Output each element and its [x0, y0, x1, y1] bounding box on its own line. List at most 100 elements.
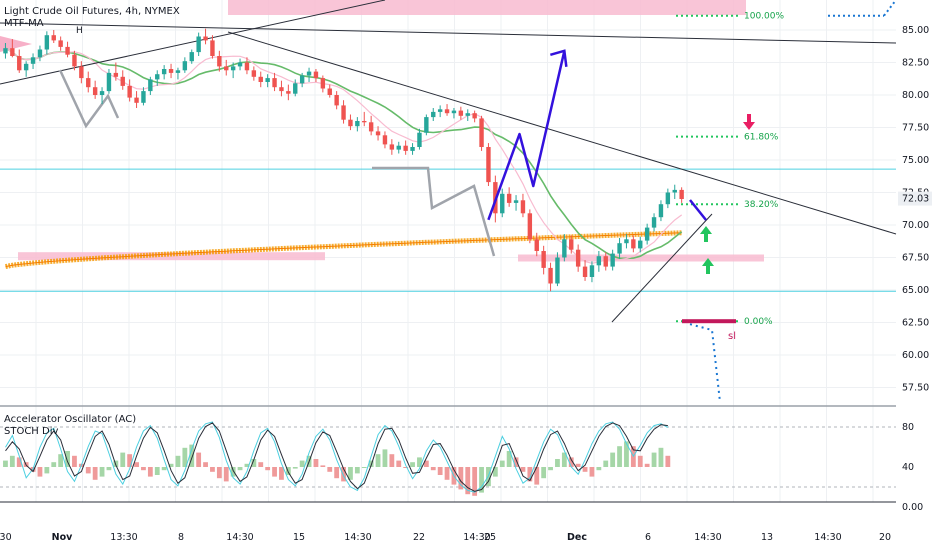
candle-body: [265, 78, 270, 82]
ac-histogram-bar: [479, 467, 484, 493]
candle-body: [596, 256, 602, 266]
candle-body: [382, 135, 388, 145]
ac-histogram-bar: [555, 459, 560, 467]
blue-target-ext: [883, 0, 897, 17]
candle-body: [348, 119, 353, 127]
ac-histogram-bar: [617, 446, 622, 467]
ac-histogram-bar: [258, 462, 264, 467]
candle-body: [37, 49, 43, 58]
ac-histogram-bar: [561, 452, 567, 467]
candle-body: [306, 71, 312, 76]
ac-histogram-bar: [341, 467, 346, 482]
ac-histogram-bar: [624, 441, 629, 467]
candle-body: [244, 62, 250, 71]
ac-histogram-bar: [499, 460, 505, 467]
ac-histogram-bar: [596, 467, 602, 471]
candle-body: [451, 110, 457, 114]
grey-projection-2: [372, 166, 496, 257]
ac-histogram-bar: [589, 467, 595, 477]
ac-histogram-bar: [651, 452, 657, 467]
candle-body: [506, 193, 512, 203]
ac-histogram-bar: [120, 452, 126, 467]
ac-histogram-bar: [568, 457, 574, 467]
ac-histogram-bar: [237, 467, 243, 471]
price-tick-label: 77.50: [902, 123, 929, 134]
price-tick-label: 65.00: [902, 285, 929, 296]
trend-lines: [0, 0, 897, 323]
ac-histogram-bar: [492, 467, 498, 477]
ac-histogram-bar: [189, 444, 195, 467]
candle-body: [320, 78, 326, 89]
ac-histogram-bar: [382, 449, 388, 467]
last-price-label: 72.03: [902, 194, 929, 205]
candle-body: [79, 66, 84, 79]
time-tick-label: 13: [761, 532, 773, 543]
ac-histogram-bar: [265, 467, 271, 471]
ac-histogram-bar: [348, 467, 353, 480]
indicator-label[interactable]: MTF-MA: [4, 18, 44, 29]
candle-body: [417, 132, 422, 147]
ac-histogram-bar: [65, 451, 70, 467]
ac-histogram-bar: [85, 467, 91, 474]
grey-projection-1: [58, 69, 120, 129]
ac-histogram-bar: [147, 467, 153, 477]
candle-body: [486, 147, 491, 183]
ac-histogram-bar: [58, 454, 64, 467]
osc-tick-label: 0.00: [902, 502, 923, 513]
ac-histogram-bar: [472, 467, 478, 496]
ac-histogram-bar: [168, 463, 174, 467]
ac-histogram-bar: [279, 467, 284, 480]
time-tick-label: 25: [484, 532, 496, 543]
fib-level-label: 38.20%: [744, 200, 779, 210]
oscillator-pane: [3, 421, 671, 496]
candle-body: [210, 40, 215, 56]
candle-body: [665, 192, 671, 205]
signal-marks: H: [76, 26, 755, 274]
candle-body: [23, 63, 29, 71]
ac-indicator-label[interactable]: Accelerator Oscillator (AC): [4, 414, 137, 425]
supply-zone: [228, 0, 746, 15]
candle-body: [175, 70, 181, 73]
osc-tick-label: 80: [902, 422, 914, 433]
candle-body: [631, 239, 636, 249]
candle-body: [86, 78, 91, 88]
candle-body: [92, 87, 98, 95]
stoch-indicator-label[interactable]: STOCH Div: [4, 426, 59, 437]
price-tick-label: 57.50: [902, 383, 929, 394]
price-tick-label: 60.00: [902, 350, 929, 361]
ac-histogram-bar: [334, 467, 340, 479]
osc-tick-label: 40: [902, 462, 914, 473]
candle-body: [437, 109, 443, 112]
stop-loss-bar: [682, 319, 736, 324]
candle-body: [161, 69, 167, 75]
candle-body: [127, 85, 132, 98]
ac-histogram-bar: [161, 467, 167, 471]
candle-body: [44, 35, 50, 50]
ac-histogram-bar: [644, 463, 650, 467]
candle-body: [299, 75, 305, 84]
ac-histogram-bar: [603, 460, 609, 467]
ac-histogram-bar: [216, 467, 222, 479]
symbol-title[interactable]: Light Crude Oil Futures, 4h, NYMEX: [4, 6, 180, 17]
candle-body: [237, 62, 243, 67]
green-ma-line: [5, 47, 683, 260]
ac-histogram-bar: [9, 455, 15, 467]
ac-histogram-bar: [410, 462, 415, 467]
ac-histogram-bar: [375, 454, 381, 467]
ac-histogram-bar: [320, 465, 326, 467]
candle-body: [272, 78, 277, 88]
candle-body: [624, 239, 629, 244]
ac-histogram-bar: [548, 467, 553, 471]
time-tick-label: 8: [178, 532, 184, 543]
candle-body: [555, 257, 560, 284]
stoch-k-line: [5, 421, 669, 493]
forecast-zigzag: [487, 50, 566, 221]
fib-level-label: 0.00%: [744, 317, 773, 327]
ac-histogram-bar: [403, 467, 409, 468]
price-tick-label: 85.00: [902, 25, 929, 36]
ac-histogram-bar: [203, 462, 208, 467]
ac-histogram-bar: [292, 467, 298, 469]
ac-histogram-bar: [527, 467, 533, 482]
